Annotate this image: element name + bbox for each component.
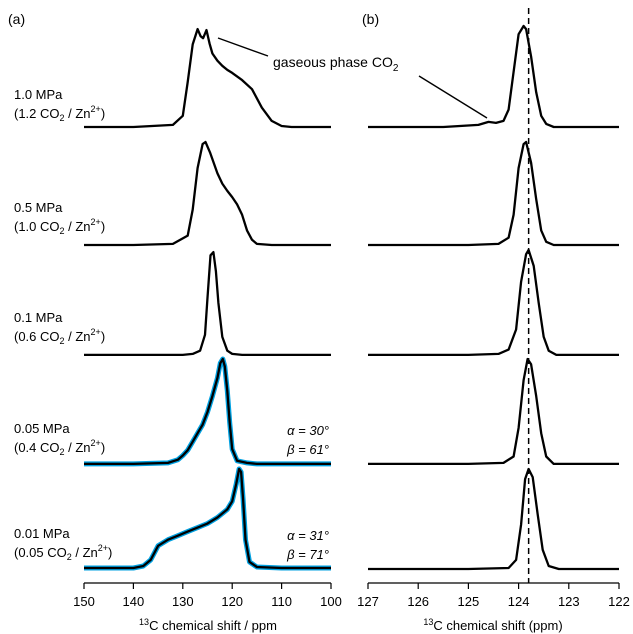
x-axis-b-tick-label: 122 [608,594,630,609]
uptake-sub: 2 [60,336,65,346]
uptake-end: ) [101,106,105,121]
series-uptake-label: (1.2 CO2 / Zn2+) [14,104,105,123]
fit-alpha-label: α = 31° [287,528,329,543]
x-axis-title-a: 13C chemical shift / ppm [139,617,277,633]
panel-b-label: (b) [362,11,379,27]
series-pressure-label: 0.05 MPa [14,421,70,436]
uptake-sub: 2 [60,447,65,457]
fit-beta-label: β = 71° [286,547,329,562]
uptake-sub: 2 [60,226,65,236]
x-axis-a: 150 140 130 120 110 100 13C chemical shift / … [73,582,342,633]
uptake-mid: / Zn [72,545,98,560]
panel-a-label: (a) [8,11,25,27]
uptake-main: (1.0 CO [14,219,60,234]
uptake-sup: 2+ [91,104,101,114]
annotation-text: gaseous phase CO2 [273,54,399,74]
uptake-mid: / Zn [65,329,91,344]
spectrum-line [368,467,619,571]
spectrum-line [84,250,331,357]
uptake-sup: 2+ [91,217,101,227]
series-labels: 1.0 MPa(1.2 CO2 / Zn2+)0.5 MPa(1.0 CO2 /… [14,87,329,562]
series-pressure-label: 1.0 MPa [14,87,63,102]
x-axis-a-tick-label: 120 [221,594,243,609]
x-axis-a-tick-label: 140 [123,594,145,609]
uptake-sup: 2+ [91,327,101,337]
x-axis-a-tick-label: 150 [73,594,95,609]
x-axis-title-b-main: C chemical shift (ppm) [433,618,562,633]
spectrum-line [368,248,619,357]
uptake-main: (0.6 CO [14,329,60,344]
uptake-end: ) [108,545,112,560]
series-uptake-label: (0.6 CO2 / Zn2+) [14,327,105,346]
x-axis-b-tick-label: 123 [558,594,580,609]
spectrum-line [368,357,619,466]
uptake-end: ) [101,219,105,234]
uptake-main: (0.05 CO [14,545,67,560]
x-axis-b-tick-label: 126 [407,594,429,609]
x-axis-b-tick-label: 124 [508,594,530,609]
uptake-main: (0.4 CO [14,440,60,455]
x-axis-a-tick-label: 100 [320,594,342,609]
fit-alpha-label: α = 30° [287,423,329,438]
x-axis-a-tick-label: 130 [172,594,194,609]
uptake-sub: 2 [67,552,72,562]
spectrum-line [84,27,331,129]
uptake-sup: 2+ [98,543,108,553]
uptake-sup: 2+ [91,438,101,448]
uptake-mid: / Zn [65,106,91,121]
uptake-end: ) [101,440,105,455]
spectrum-line [84,467,331,570]
spectrum-line [368,24,619,129]
series-pressure-label: 0.1 MPa [14,310,63,325]
annotation: gaseous phase CO2 [217,37,488,119]
fit-beta-label: β = 61° [286,442,329,457]
spectrum-line [84,140,331,247]
x-axis-title-a-main: C chemical shift / ppm [149,618,277,633]
x-axis-title-a-sup: 13 [139,617,149,627]
panel-a-plot [84,27,331,571]
series-pressure-label: 0.01 MPa [14,526,70,541]
x-axis-title-b: 13C chemical shift (ppm) [423,617,562,633]
x-axis-b-tick-label: 127 [357,594,379,609]
x-axis-title-b-sup: 13 [423,617,433,627]
uptake-end: ) [101,329,105,344]
uptake-sub: 2 [60,113,65,123]
annotation-text-sub: 2 [393,63,399,74]
annotation-text-main: gaseous phase CO [273,54,393,70]
spectrum-line [368,140,619,247]
series-uptake-label: (0.05 CO2 / Zn2+) [14,543,112,562]
annotation-pointer-b [418,75,488,119]
spectrum-line [84,357,331,466]
series-uptake-label: (1.0 CO2 / Zn2+) [14,217,105,236]
x-axis-a-tick-label: 110 [271,594,292,609]
uptake-mid: / Zn [65,440,91,455]
x-axis-b: 127 126 125 124 123 122 13C chemical shift (p… [357,582,630,633]
panel-b-plot [368,8,619,583]
annotation-pointer-a [217,37,269,57]
x-axis-b-tick-label: 125 [458,594,480,609]
uptake-mid: / Zn [65,219,91,234]
series-uptake-label: (0.4 CO2 / Zn2+) [14,438,105,457]
series-pressure-label: 0.5 MPa [14,200,63,215]
uptake-main: (1.2 CO [14,106,60,121]
